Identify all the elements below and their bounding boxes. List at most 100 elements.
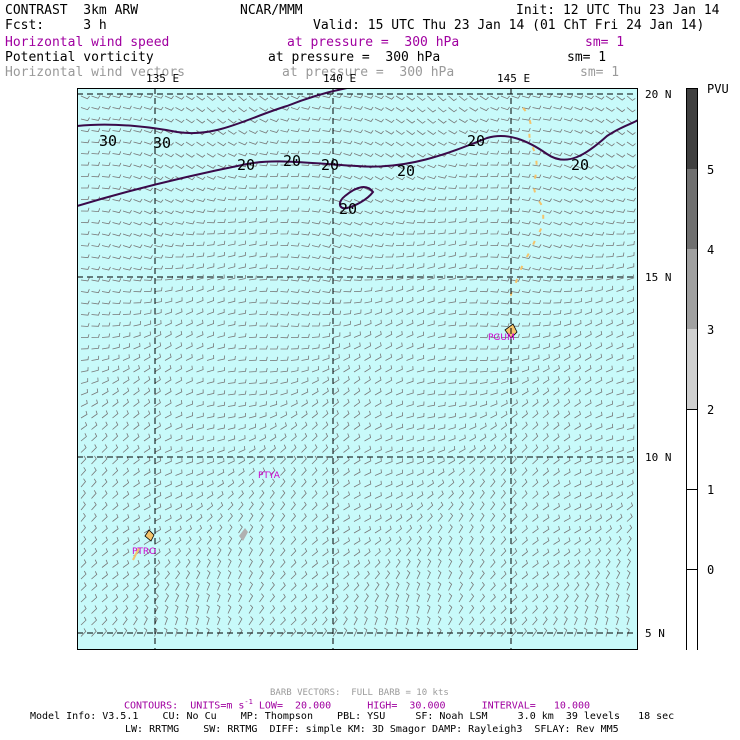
wind-barb <box>322 186 332 190</box>
wind-barb <box>385 581 390 591</box>
wind-barb <box>626 378 635 384</box>
wind-barb <box>416 141 426 147</box>
wind-barb <box>311 311 321 316</box>
wind-barb <box>290 512 297 522</box>
wind-barb <box>311 421 318 430</box>
wind-barb <box>395 220 405 225</box>
wind-barb <box>395 141 405 147</box>
wind-barb <box>259 206 268 212</box>
wind-barb <box>322 467 329 476</box>
wind-barb <box>206 435 215 442</box>
wind-barb <box>511 311 521 316</box>
wind-barb <box>500 421 508 430</box>
wind-barb <box>563 422 571 430</box>
wind-barb <box>164 118 174 123</box>
ocean-background <box>77 88 638 650</box>
wind-barb <box>91 161 100 166</box>
wind-barb <box>490 570 496 580</box>
wind-barb <box>322 232 332 237</box>
wind-barb <box>563 491 571 499</box>
wind-barb <box>553 94 563 99</box>
wind-barb <box>364 276 373 281</box>
wind-barb <box>427 320 435 327</box>
wind-barb <box>206 458 215 465</box>
wind-barb <box>511 150 520 155</box>
wind-barb <box>80 524 86 534</box>
wind-barb <box>227 413 236 419</box>
wind-barb <box>91 467 97 476</box>
wind-barb <box>112 421 119 430</box>
wind-barb <box>605 435 614 442</box>
wind-barb <box>143 445 151 453</box>
wind-barb <box>353 129 363 134</box>
wind-barb <box>500 173 510 178</box>
wind-barb <box>217 558 222 568</box>
wind-barb <box>385 434 393 442</box>
wind-barb <box>154 130 164 134</box>
wind-barb <box>175 458 183 465</box>
wind-barb <box>269 311 279 316</box>
wind-barb <box>542 398 549 407</box>
wind-barb <box>311 525 318 534</box>
wind-barb <box>448 446 456 453</box>
wind-barb <box>427 616 431 626</box>
wind-barb <box>280 139 290 144</box>
wind-barb <box>364 221 374 226</box>
wind-barb <box>500 231 510 235</box>
wind-barb <box>154 164 164 169</box>
wind-barb <box>101 311 111 316</box>
wind-barb <box>353 94 363 99</box>
wind-barb <box>458 490 465 499</box>
wind-barb <box>165 264 174 269</box>
wind-barb <box>479 422 487 430</box>
wind-barb <box>206 604 210 614</box>
wind-barb <box>616 130 626 136</box>
wind-barb <box>175 593 180 603</box>
wind-barb <box>458 547 463 557</box>
wind-barb <box>374 536 382 545</box>
wind-barb <box>490 444 497 453</box>
wind-barb <box>322 300 332 305</box>
wind-barb <box>574 399 581 407</box>
wind-barb <box>332 560 340 568</box>
wind-barb <box>91 355 100 361</box>
wind-barb <box>521 582 528 591</box>
wind-barb <box>521 185 531 190</box>
wind-barb <box>406 354 414 361</box>
wind-barb <box>80 311 90 316</box>
wind-barb <box>521 243 531 248</box>
wind-barb <box>584 286 593 292</box>
wind-barb <box>448 240 456 246</box>
wind-barb <box>290 106 300 111</box>
wind-barb <box>479 241 489 246</box>
wind-barb <box>395 209 405 214</box>
wind-barb <box>91 605 98 614</box>
wind-barb <box>406 389 414 396</box>
wind-barb <box>542 277 552 282</box>
wind-barb <box>143 582 150 591</box>
wind-barb <box>395 285 404 292</box>
wind-barb <box>437 490 444 499</box>
wind-barb <box>91 117 101 121</box>
wind-barb <box>626 616 630 626</box>
wind-barb <box>448 479 455 488</box>
wind-barb <box>563 233 573 237</box>
wind-barb <box>584 581 590 591</box>
wind-barb <box>101 333 110 338</box>
wind-barb <box>521 513 528 522</box>
wind-barb <box>80 334 90 339</box>
wind-barb <box>574 387 581 396</box>
wind-barb <box>479 389 488 396</box>
wind-barb <box>259 322 268 327</box>
wind-barb <box>364 492 372 499</box>
wind-barb <box>490 139 500 144</box>
wind-barb <box>280 172 289 177</box>
wind-barb <box>479 581 485 591</box>
wind-barb <box>238 196 247 200</box>
wind-barb <box>563 616 568 626</box>
wind-barb <box>616 469 624 476</box>
wind-barb <box>122 525 130 534</box>
wind-barb <box>227 229 236 235</box>
contour-labels: 30 30 20 20 20 20 20 20 20 <box>99 132 589 218</box>
wind-barb <box>154 153 164 157</box>
